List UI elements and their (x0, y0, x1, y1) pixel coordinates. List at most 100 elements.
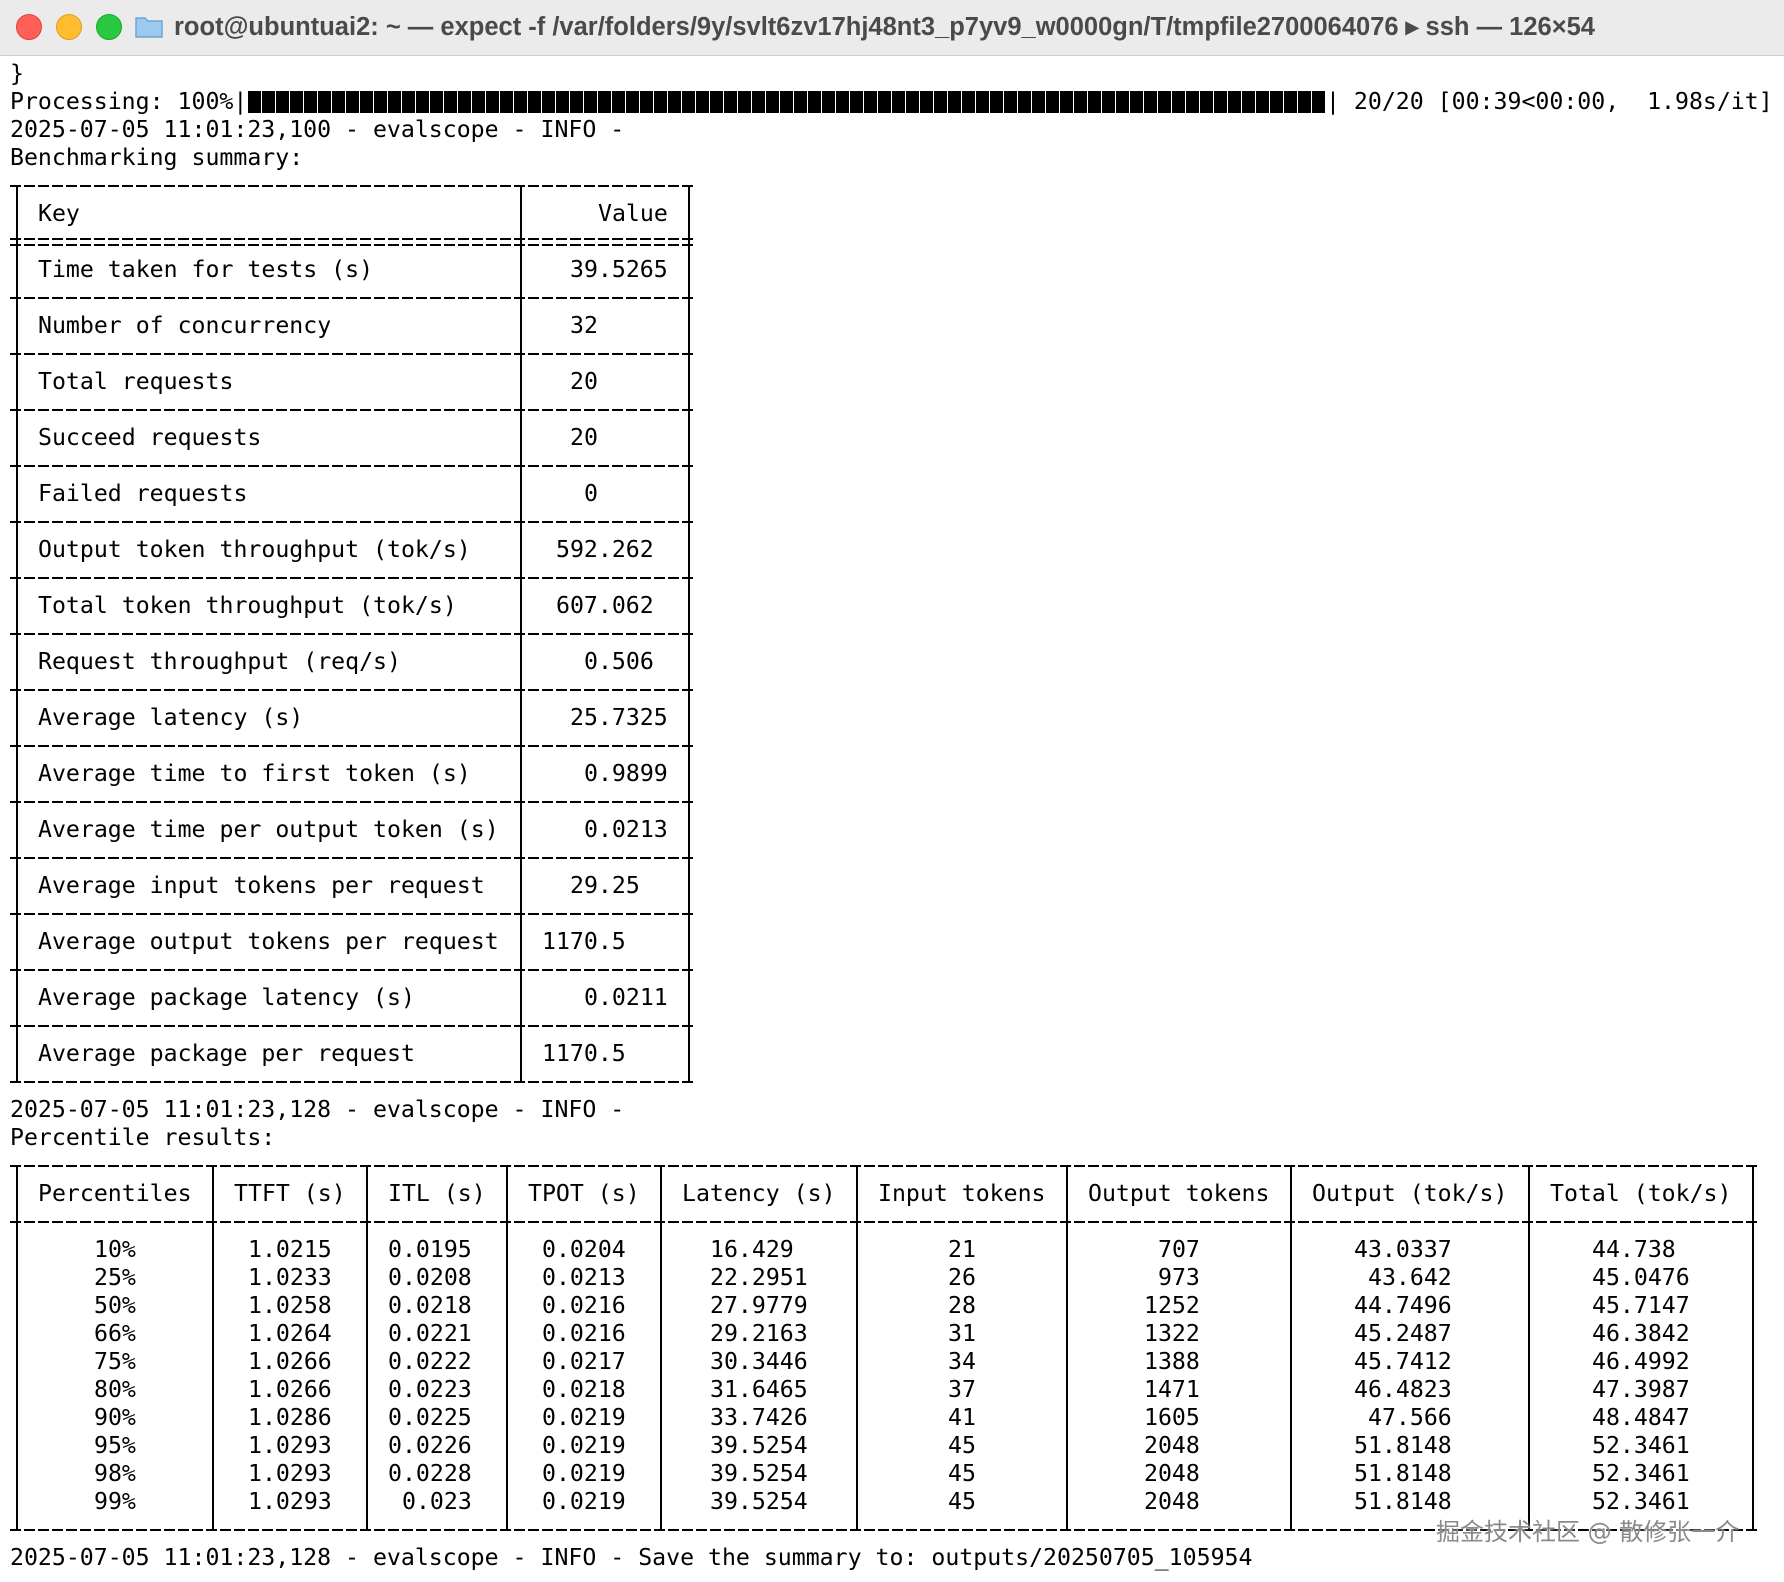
table-border (10, 633, 696, 635)
percentile-value: 47.566 (1368, 1404, 1452, 1431)
progress-label: Processing: 100%| (10, 88, 248, 115)
minimize-button[interactable] (56, 14, 82, 40)
percentile-value: 31 (948, 1320, 976, 1347)
section-heading: Benchmarking summary: (10, 144, 304, 171)
percentile-value: 0.0228 (388, 1460, 472, 1487)
table-border (10, 1221, 1760, 1223)
table-header: Input tokens (878, 1180, 1046, 1207)
summary-key: Total requests (38, 368, 234, 395)
table-border (16, 1166, 18, 1530)
table-border (10, 465, 696, 467)
table-border (10, 1165, 1760, 1167)
percentile-label: 90% (94, 1404, 136, 1431)
summary-key: Failed requests (38, 480, 248, 507)
progress-bar (248, 91, 1326, 113)
table-border (16, 186, 18, 1082)
summary-value: 20 (570, 368, 598, 395)
percentile-label: 66% (94, 1320, 136, 1347)
percentile-value: 0.0213 (542, 1264, 626, 1291)
table-header: TPOT (s) (528, 1180, 640, 1207)
percentile-value: 0.0216 (542, 1292, 626, 1319)
percentile-value: 1471 (1144, 1376, 1200, 1403)
summary-key: Request throughput (req/s) (38, 648, 401, 675)
percentile-value: 51.8148 (1354, 1460, 1452, 1487)
percentile-value: 0.0219 (542, 1488, 626, 1515)
percentile-label: 80% (94, 1376, 136, 1403)
table-border (10, 969, 696, 971)
percentile-value: 44.738 (1592, 1236, 1676, 1263)
summary-value: 25.7325 (570, 704, 668, 731)
table-header: Output (tok/s) (1312, 1180, 1508, 1207)
summary-value: 0.506 (584, 648, 654, 675)
percentile-value: 2048 (1144, 1488, 1200, 1515)
percentile-value: 0.0222 (388, 1348, 472, 1375)
percentile-value: 1252 (1144, 1292, 1200, 1319)
percentile-value: 707 (1158, 1236, 1200, 1263)
percentile-value: 45.2487 (1354, 1320, 1452, 1347)
summary-value: 0.0211 (584, 984, 668, 1011)
percentile-label: 95% (94, 1432, 136, 1459)
summary-key: Output token throughput (tok/s) (38, 536, 471, 563)
summary-key: Average input tokens per request (38, 872, 485, 899)
table-border (10, 1081, 696, 1083)
window-title: root@ubuntuai2: ~ — expect -f /var/folde… (174, 13, 1595, 41)
table-border (10, 577, 696, 579)
summary-key: Number of concurrency (38, 312, 332, 339)
percentile-value: 22.2951 (710, 1264, 808, 1291)
table-border (10, 1025, 696, 1027)
percentile-value: 0.0204 (542, 1236, 626, 1263)
table-header: TTFT (s) (234, 1180, 346, 1207)
percentile-value: 1605 (1144, 1404, 1200, 1431)
percentile-value: 45 (948, 1432, 976, 1459)
percentile-value: 43.0337 (1354, 1236, 1452, 1263)
summary-key: Average package per request (38, 1040, 415, 1067)
percentile-value: 44.7496 (1354, 1292, 1452, 1319)
percentile-value: 0.0216 (542, 1320, 626, 1347)
table-border (10, 521, 696, 523)
percentile-value: 1.0233 (248, 1264, 332, 1291)
table-border (1752, 1166, 1754, 1530)
percentile-label: 10% (94, 1236, 136, 1263)
table-border (520, 186, 522, 1082)
terminal-line: } (10, 60, 24, 87)
percentile-value: 0.0219 (542, 1432, 626, 1459)
percentile-label: 25% (94, 1264, 136, 1291)
percentile-value: 0.0219 (542, 1460, 626, 1487)
summary-key: Average package latency (s) (38, 984, 415, 1011)
percentile-value: 1.0258 (248, 1292, 332, 1319)
table-border (856, 1166, 858, 1530)
percentile-value: 45 (948, 1488, 976, 1515)
percentile-value: 0.0208 (388, 1264, 472, 1291)
percentile-value: 1.0266 (248, 1348, 332, 1375)
percentile-value: 47.3987 (1592, 1376, 1690, 1403)
percentile-value: 2048 (1144, 1460, 1200, 1487)
percentile-label: 75% (94, 1348, 136, 1375)
zoom-button[interactable] (96, 14, 122, 40)
log-line: 2025-07-05 11:01:23,100 - evalscope - IN… (10, 116, 625, 143)
percentile-value: 45.7147 (1592, 1292, 1690, 1319)
table-border (366, 1166, 368, 1530)
percentile-value: 51.8148 (1354, 1432, 1452, 1459)
summary-value: 39.5265 (570, 256, 668, 283)
table-header: Output tokens (1088, 1180, 1270, 1207)
summary-value: 0.0213 (584, 816, 668, 843)
close-button[interactable] (16, 14, 42, 40)
percentile-value: 1.0293 (248, 1460, 332, 1487)
table-border (10, 185, 696, 187)
percentile-value: 973 (1158, 1264, 1200, 1291)
summary-key: Average time per output token (s) (38, 816, 499, 843)
percentile-label: 98% (94, 1460, 136, 1487)
percentile-value: 46.3842 (1592, 1320, 1690, 1347)
percentile-value: 0.0221 (388, 1320, 472, 1347)
summary-value: 20 (570, 424, 598, 451)
percentile-value: 39.5254 (710, 1432, 808, 1459)
percentile-value: 0.0225 (388, 1404, 472, 1431)
summary-value: 0 (584, 480, 598, 507)
percentile-value: 0.0218 (388, 1292, 472, 1319)
percentile-value: 0.0195 (388, 1236, 472, 1263)
table-header: Key (38, 200, 80, 227)
log-line: 2025-07-05 11:01:23,128 - evalscope - IN… (10, 1544, 1253, 1571)
percentile-value: 1.0293 (248, 1488, 332, 1515)
